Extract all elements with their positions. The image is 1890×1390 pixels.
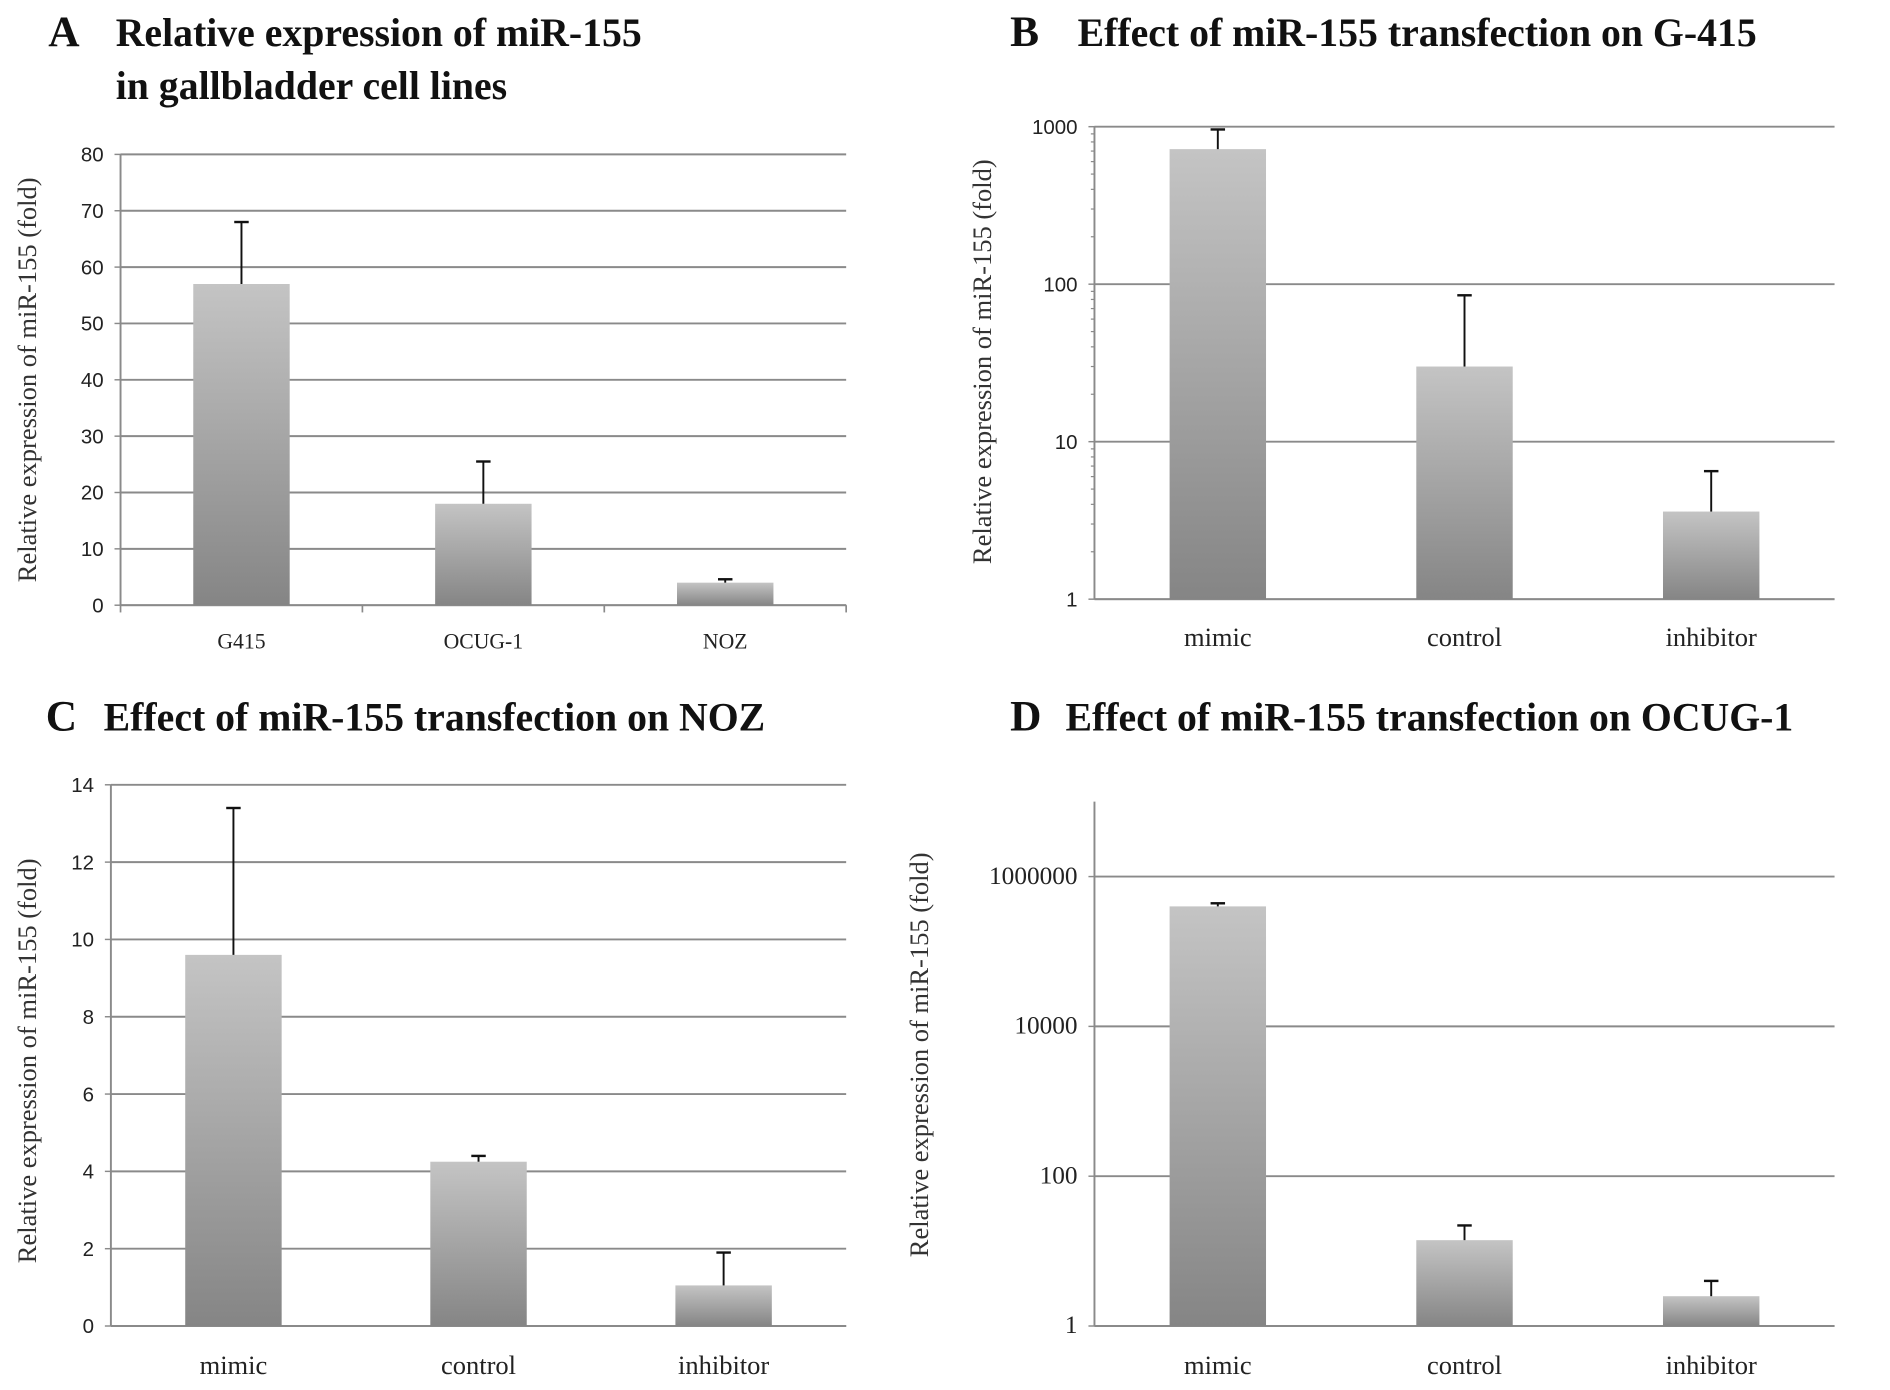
panel-c-ytick-label: 4: [83, 1161, 94, 1184]
panel-c-ytick-label: 0: [83, 1315, 94, 1338]
panel-c-title: Effect of miR-155 transfection on NOZ: [104, 696, 766, 740]
panel-b-category-label: control: [1427, 622, 1502, 652]
panel-b-ytick-label: 1000: [1032, 116, 1078, 139]
panel-a-bar-ocug-1: [435, 503, 532, 606]
panel-a-title: Relative expression of miR-155: [116, 11, 642, 55]
panel-c-ytick-label: 14: [71, 774, 94, 797]
panel-a-ytick-label: 70: [81, 200, 104, 223]
panel-c-ylabel: Relative expression of miR-155 (fold): [12, 858, 42, 1263]
panel-c-ytick-label: 8: [83, 1006, 94, 1029]
panel-a-ytick-label: 10: [81, 538, 104, 561]
panel-c-category-label: control: [441, 1350, 516, 1380]
panel-a-ytick-label: 60: [81, 256, 104, 279]
panel-c-category-label: inhibitor: [678, 1350, 769, 1380]
panel-a-ytick-label: 20: [81, 482, 104, 505]
panel-d-title: Effect of miR-155 transfection on OCUG-1: [1066, 696, 1794, 740]
panel-b-title: Effect of miR-155 transfection on G-415: [1078, 11, 1757, 55]
panel-d-ytick-label: 100: [1040, 1161, 1078, 1189]
panel-d-category-label: mimic: [1184, 1350, 1252, 1380]
panel-a-title-line2: in gallbladder cell lines: [116, 64, 507, 108]
panel-b-ytick-label: 10: [1055, 431, 1078, 454]
panel-a-ytick-label: 0: [92, 594, 103, 617]
panel-b-bar-control: [1416, 366, 1513, 600]
panel-label-d: D: [1010, 693, 1041, 741]
panel-c-ytick-label: 12: [71, 851, 94, 874]
panel-d-category-label: control: [1427, 1350, 1502, 1380]
panel-c-bar-mimic: [185, 954, 282, 1327]
panel-a-ytick-label: 30: [81, 425, 104, 448]
panel-c-ytick-label: 6: [83, 1083, 94, 1106]
panel-d-bar-mimic: [1169, 906, 1267, 1327]
panel-label-c: C: [46, 693, 77, 741]
panel-d-ylabel: Relative expression of miR-155 (fold): [904, 852, 934, 1257]
panel-a-ytick-label: 40: [81, 369, 104, 392]
panel-c-ytick-label: 2: [83, 1238, 94, 1261]
panel-a-bar-g415: [193, 284, 290, 606]
panel-c-bar-inhibitor: [675, 1285, 772, 1327]
panel-c-bar-control: [430, 1161, 527, 1327]
panel-b-ytick-label: 1: [1066, 588, 1077, 611]
panel-d-ytick-label: 10000: [1014, 1012, 1077, 1040]
panel-b-ylabel: Relative expression of miR-155 (fold): [967, 159, 997, 564]
panel-label-b: B: [1010, 8, 1039, 56]
panel-d-bar-control: [1416, 1240, 1513, 1327]
panel-b-bar-inhibitor: [1662, 511, 1760, 600]
panel-a-ylabel: Relative expression of miR-155 (fold): [12, 177, 42, 582]
panel-d-bar-inhibitor: [1662, 1296, 1760, 1327]
panel-c-ytick-label: 10: [71, 929, 94, 952]
panel-b-category-label: mimic: [1184, 622, 1252, 652]
panel-c-category-label: mimic: [200, 1350, 268, 1380]
panel-a-bar-noz: [677, 582, 774, 606]
panel-b-ytick-label: 100: [1043, 273, 1077, 296]
panel-a-ytick-label: 50: [81, 313, 104, 336]
panel-a-ytick-label: 80: [81, 144, 104, 167]
panel-d-ytick-label: 1: [1065, 1311, 1078, 1339]
panel-b-bar-mimic: [1169, 149, 1267, 600]
panel-d-category-label: inhibitor: [1666, 1350, 1757, 1380]
panel-label-a: A: [48, 8, 79, 56]
panel-a-category-label: G415: [217, 630, 265, 654]
panel-b-category-label: inhibitor: [1666, 622, 1757, 652]
panel-a-category-label: OCUG-1: [444, 630, 524, 654]
panel-d-ytick-label: 1000000: [989, 862, 1078, 890]
panel-a-category-label: NOZ: [703, 630, 748, 654]
